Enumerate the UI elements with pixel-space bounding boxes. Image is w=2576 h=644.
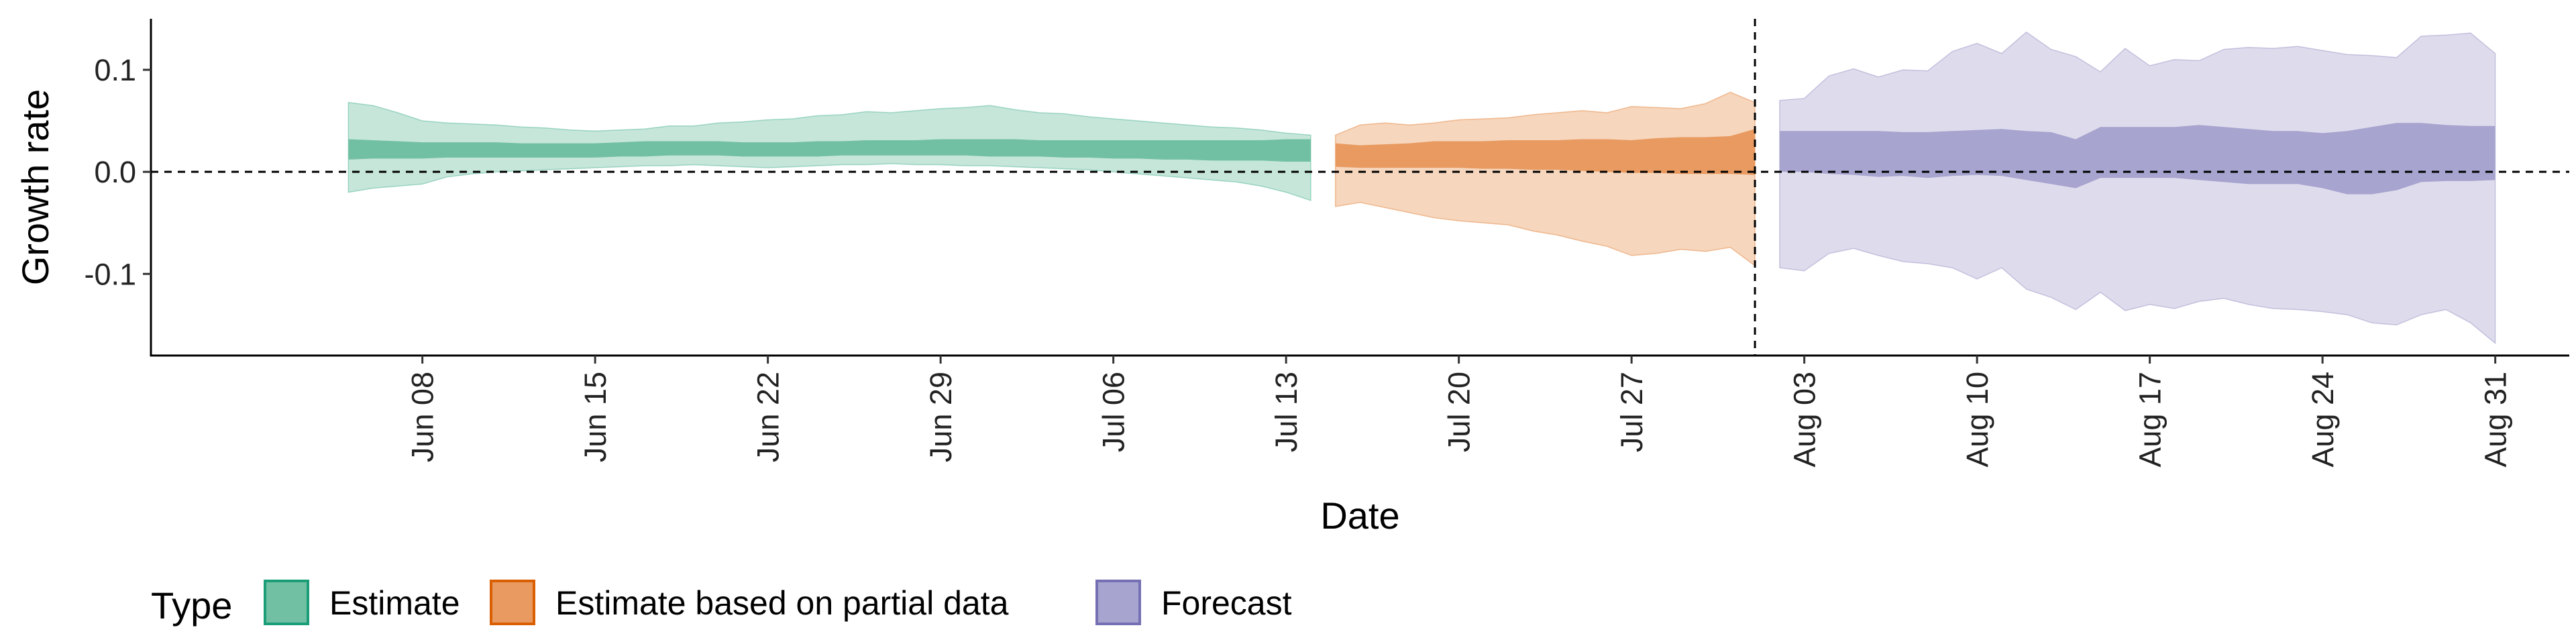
legend-key-forecast xyxy=(1095,580,1141,625)
ribbon-50-estimate xyxy=(348,139,1311,162)
x-tick-label: Jun 29 xyxy=(924,372,958,462)
legend-key-estimate xyxy=(264,580,309,625)
legend-key-estimate-based-on-partial-data xyxy=(490,580,535,625)
x-tick-label: Jun 15 xyxy=(578,372,612,462)
y-tick-label: -0.1 xyxy=(84,257,136,291)
legend-label-forecast: Forecast xyxy=(1161,584,1292,622)
ribbon-50-forecast xyxy=(1779,123,2496,195)
x-axis-title: Date xyxy=(1320,494,1399,537)
tick-layer: 0.1 0.0 -0.1 Jun 08 Jun 15 Jun 22 Jun 29 Jul 06… xyxy=(84,53,2512,468)
x-tick-label: Jul 06 xyxy=(1097,372,1131,452)
x-tick-label: Jun 22 xyxy=(751,372,786,462)
y-tick-label: 0.1 xyxy=(94,53,136,87)
x-tick-label: Aug 17 xyxy=(2133,372,2167,468)
legend: Type Estimate Estimate based on partial d… xyxy=(151,580,1292,627)
x-tick-label: Aug 03 xyxy=(1788,372,1822,468)
ribbon-layer xyxy=(347,31,2496,345)
y-tick-label: 0.0 xyxy=(94,155,136,189)
ribbon-90-forecast xyxy=(1779,31,2496,345)
reference-lines xyxy=(151,19,2569,356)
legend-title: Type xyxy=(151,584,232,627)
legend-label-estimate-based-on-partial-data: Estimate based on partial data xyxy=(555,584,1009,622)
y-axis-title: Growth rate xyxy=(14,89,56,286)
axes xyxy=(150,19,2569,357)
x-tick-label: Jun 08 xyxy=(406,372,440,462)
x-tick-label: Aug 10 xyxy=(1960,372,1994,468)
x-tick-label: Aug 24 xyxy=(2306,372,2340,468)
x-tick-label: Jul 27 xyxy=(1615,372,1649,452)
x-tick-label: Aug 31 xyxy=(2479,372,2513,468)
x-tick-label: Jul 20 xyxy=(1442,372,1477,452)
legend-label-estimate: Estimate xyxy=(329,584,460,622)
ribbon-90-estimate-based-on-partial-data xyxy=(1334,91,1756,267)
x-tick-label: Jul 13 xyxy=(1269,372,1303,452)
ribbon-50-estimate-based-on-partial-data xyxy=(1335,129,1756,175)
